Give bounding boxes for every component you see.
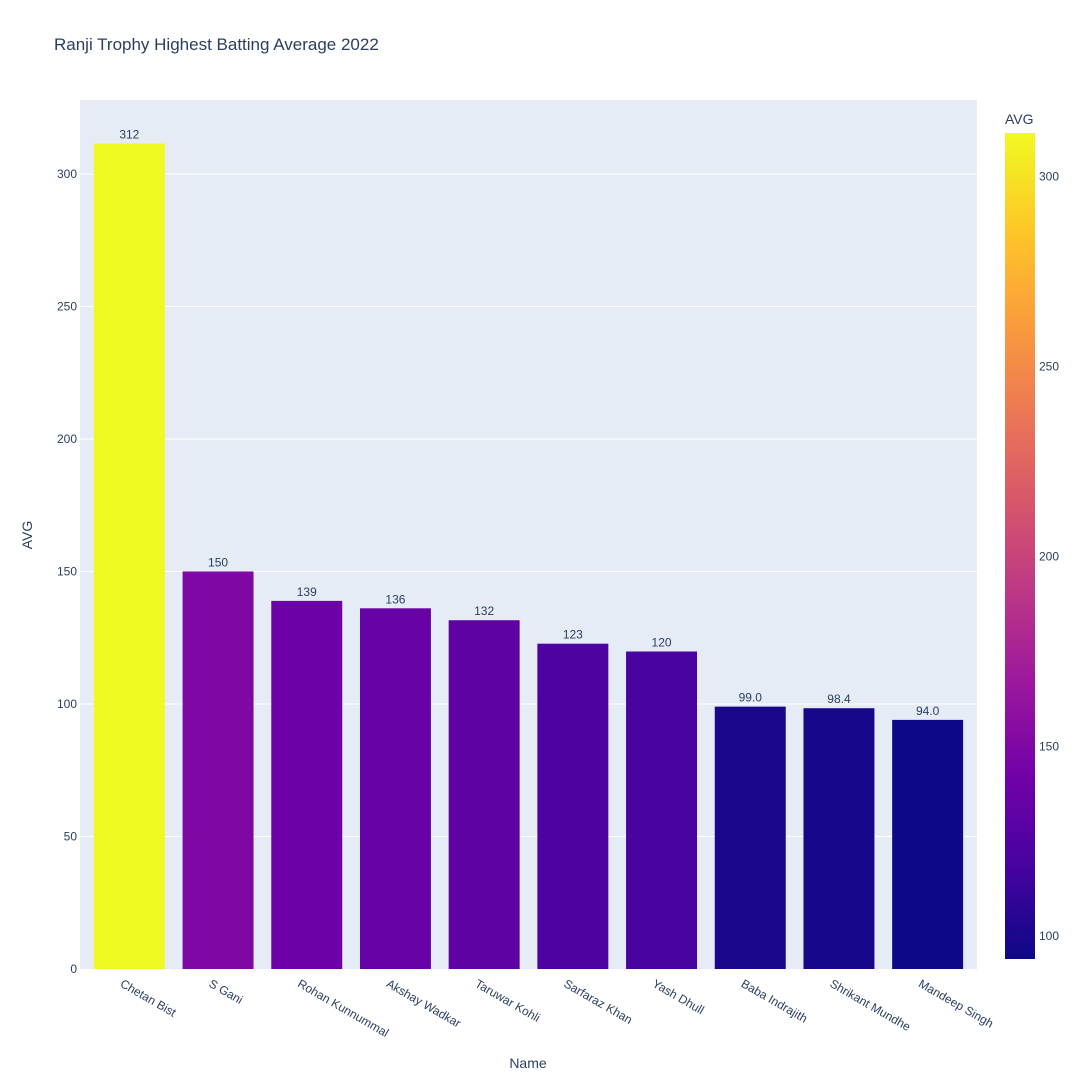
colorbar: AVG 100 150 200 250 300 [1005, 111, 1059, 959]
colorbar-gradient [1005, 133, 1035, 959]
y-axis-ticks: 0 50 100 150 200 250 300 [57, 167, 77, 976]
bar-data-label: 120 [652, 636, 672, 650]
colorbar-tick-label: 300 [1039, 170, 1059, 184]
bar-data-label: 139 [297, 585, 317, 599]
y-tick-label: 50 [64, 829, 78, 843]
y-axis-title: AVG [19, 521, 35, 550]
y-tick-label: 150 [57, 564, 77, 578]
x-tick-label: Yash Dhull [650, 976, 706, 1017]
bar-data-label: 150 [208, 555, 228, 569]
colorbar-tick-label: 250 [1039, 360, 1059, 374]
y-tick-label: 250 [57, 299, 77, 313]
x-tick-label: S Gani [207, 976, 246, 1006]
bar-data-label: 99.0 [739, 691, 763, 705]
bars [93, 143, 964, 969]
bar-data-label: 136 [385, 592, 405, 606]
x-tick-label: Rohan Kunnummal [295, 976, 391, 1039]
y-tick-label: 300 [57, 167, 77, 181]
bar-data-label: 98.4 [827, 692, 851, 706]
colorbar-ticks: 100 150 200 250 300 [1039, 170, 1059, 944]
bar [714, 706, 786, 969]
bar-data-label: 123 [563, 628, 583, 642]
colorbar-tick-label: 150 [1039, 739, 1059, 753]
bar [537, 643, 609, 969]
bar [359, 608, 431, 969]
x-axis-title: Name [509, 1055, 547, 1071]
y-tick-label: 100 [57, 697, 77, 711]
y-tick-label: 200 [57, 432, 77, 446]
colorbar-title: AVG [1005, 111, 1034, 127]
bar-data-label: 94.0 [916, 704, 940, 718]
x-tick-label: Baba Indrajith [739, 976, 810, 1025]
x-tick-label: Mandeep Singh [916, 976, 996, 1030]
x-tick-label: Akshay Wadkar [384, 976, 463, 1030]
bar [93, 143, 165, 969]
x-tick-label: Sarfaraz Khan [561, 976, 634, 1026]
colorbar-tick-label: 100 [1039, 929, 1059, 943]
bar [803, 708, 875, 969]
bar [182, 571, 254, 969]
chart-title: Ranji Trophy Highest Batting Average 202… [54, 35, 379, 54]
bar [892, 719, 964, 969]
bar [271, 600, 343, 969]
x-tick-label: Taruwar Kohli [473, 976, 543, 1024]
bar-data-label: 312 [119, 127, 139, 141]
x-tick-label: Chetan Bist [118, 976, 179, 1019]
bar-data-label: 132 [474, 604, 494, 618]
x-tick-label: Shrikant Mundhe [827, 976, 913, 1034]
bar [626, 651, 698, 969]
bar [448, 620, 520, 969]
y-tick-label: 0 [70, 962, 77, 976]
colorbar-tick-label: 200 [1039, 549, 1059, 563]
bar-labels: 312 150 139 136 132 123 120 99.0 98.4 94.0 [119, 127, 939, 717]
